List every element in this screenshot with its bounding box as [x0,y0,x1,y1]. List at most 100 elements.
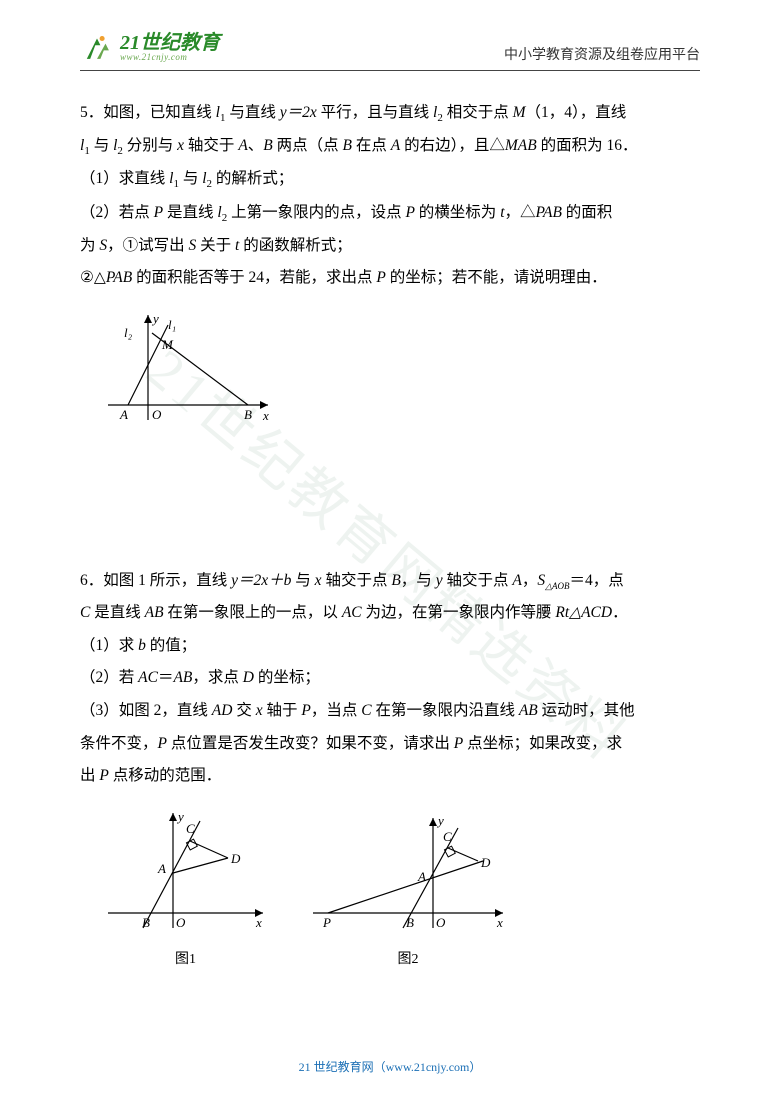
q6-D: D [243,669,254,686]
q5-PAB2: PAB [106,269,132,286]
q5-p3d: 的函数解析式； [239,237,351,254]
q5-B: B [263,137,272,154]
q5-P: P [154,204,163,221]
q6-p3b: 交 [232,702,255,719]
q5-p4b: 的面积能否等于 24，若能，求出点 [132,269,376,286]
q5f-x: x [262,408,269,423]
q5-p2f: 的面积 [562,204,612,221]
q6-p3d: ，当点 [311,702,361,719]
q6-fig2-svg: y x A B C D O P [303,803,513,943]
q5f-l1: l₁ [168,317,176,332]
q6f2-A: A [417,869,426,884]
q6-p3f: 运动时，其他 [538,702,635,719]
q6-t2: 与 [291,572,314,589]
q6-p2a: （2）若 [80,669,138,686]
q5-t2: 与直线 [225,104,279,121]
q6-Str: △AOB [545,581,569,591]
q6-p1b: 的值； [146,637,196,654]
q6-t11: ． [612,604,628,621]
q6-A: A [512,572,521,589]
q5f-A: A [119,407,128,422]
page-content: 21世纪教育 www.21cnjy.com 中小学教育资源及组卷应用平台 5．如… [0,0,780,1044]
q5-svg: y x l₁ l₂ M A B O [98,305,278,435]
q5-t13: 的面积为 16． [537,137,638,154]
q5-p4a: ②△ [80,269,106,286]
q6f2-O: O [436,915,446,930]
q5-p3a: 为 [80,237,99,254]
q5-p1a: （1）求直线 [80,170,169,187]
q5-P3: P [376,269,385,286]
q6-p5a: 出 [80,767,99,784]
q6-x: x [315,572,322,589]
q6-ACD: △ACD [569,604,612,621]
q6-AC2: AC [138,669,158,686]
q6-p2d: 的坐标； [254,669,320,686]
q6-t5: 轴交于点 [443,572,513,589]
q6-P: P [301,702,310,719]
q6-fig1-svg: y x A B C D O [98,803,273,943]
q6-t9: 在第一象限上的一点，以 [164,604,342,621]
q6f2-B: B [406,915,414,930]
q5-x: x [177,137,184,154]
q6f2-C: C [443,829,452,844]
q6f2-D: D [480,855,491,870]
q5-t10: 两点（点 [273,137,343,154]
q5-t3: 平行，且与直线 [317,104,433,121]
q6-C2: C [361,702,371,719]
q5-P2: P [405,204,414,221]
q5-p2a: （2）若点 [80,204,154,221]
page-header: 21世纪教育 www.21cnjy.com 中小学教育资源及组卷应用平台 [80,30,700,71]
page-footer: 21 世纪教育网（www.21cnjy.com） [0,1058,780,1075]
q5-B2: B [343,137,352,154]
q6-t6: ， [522,572,538,589]
q5f-M: M [161,337,174,352]
logo-url-text: www.21cnjy.com [120,53,220,62]
q6f1-O: O [176,915,186,930]
q6f2-P: P [322,915,331,930]
q5-PAB: PAB [536,204,562,221]
q6-t8: 是直线 [90,604,144,621]
q6-t3: 轴交于点 [322,572,392,589]
q6-p2c: ，求点 [192,669,242,686]
q6-p2b: ＝ [158,669,174,686]
q6-AB2: AB [173,669,192,686]
q5-t5: （1，4），直线 [526,104,627,121]
q6-p3e: 在第一象限内沿直线 [372,702,519,719]
q5-A2: A [391,137,400,154]
q6-t7: ＝4，点 [570,572,624,589]
q6-P4: P [99,767,108,784]
q6f2-y: y [436,813,444,828]
q6-AB3: AB [519,702,538,719]
header-title: 中小学教育资源及组卷应用平台 [504,44,700,64]
q5-t6: 与 [90,137,113,154]
q6-C: C [80,604,90,621]
q5-p2b: 是直线 [163,204,217,221]
logo-block: 21世纪教育 www.21cnjy.com [80,30,220,64]
q6f1-C: C [186,821,195,836]
q5-p4c: 的坐标；若不能，请说明理由． [386,269,607,286]
q6-x2: x [256,702,263,719]
q5-p1b: 与 [179,170,202,187]
q6f2-x: x [496,915,503,930]
q6-eq: y＝2x＋b [231,572,291,589]
q6-p3a: （3）如图 2，直线 [80,702,212,719]
q6f1-A: A [157,861,166,876]
q6-P2: P [158,735,167,752]
q5-eq1: y＝2x [280,104,317,121]
q5-figure: y x l₁ l₂ M A B O [98,305,700,435]
q5-MAB: MAB [505,137,537,154]
question-6: 6．如图 1 所示，直线 y＝2x＋b 与 x 轴交于点 B，与 y 轴交于点 … [80,565,700,974]
q6-t4: ，与 [401,572,436,589]
q5-A: A [238,137,247,154]
q6-p4a: 条件不变， [80,735,158,752]
logo-main-text: 21世纪教育 [120,33,220,53]
q5-t11: 在点 [352,137,391,154]
q6-S: S [537,572,545,589]
q6-p1a: （1）求 [80,637,138,654]
q5f-l2: l₂ [124,325,133,340]
q5-p2e: ，△ [505,204,536,221]
q6-t10: 为边，在第一象限内作等腰 [362,604,556,621]
q5-p1c: 的解析式； [212,170,293,187]
q5f-O: O [152,407,162,422]
q6f1-y: y [176,809,184,824]
